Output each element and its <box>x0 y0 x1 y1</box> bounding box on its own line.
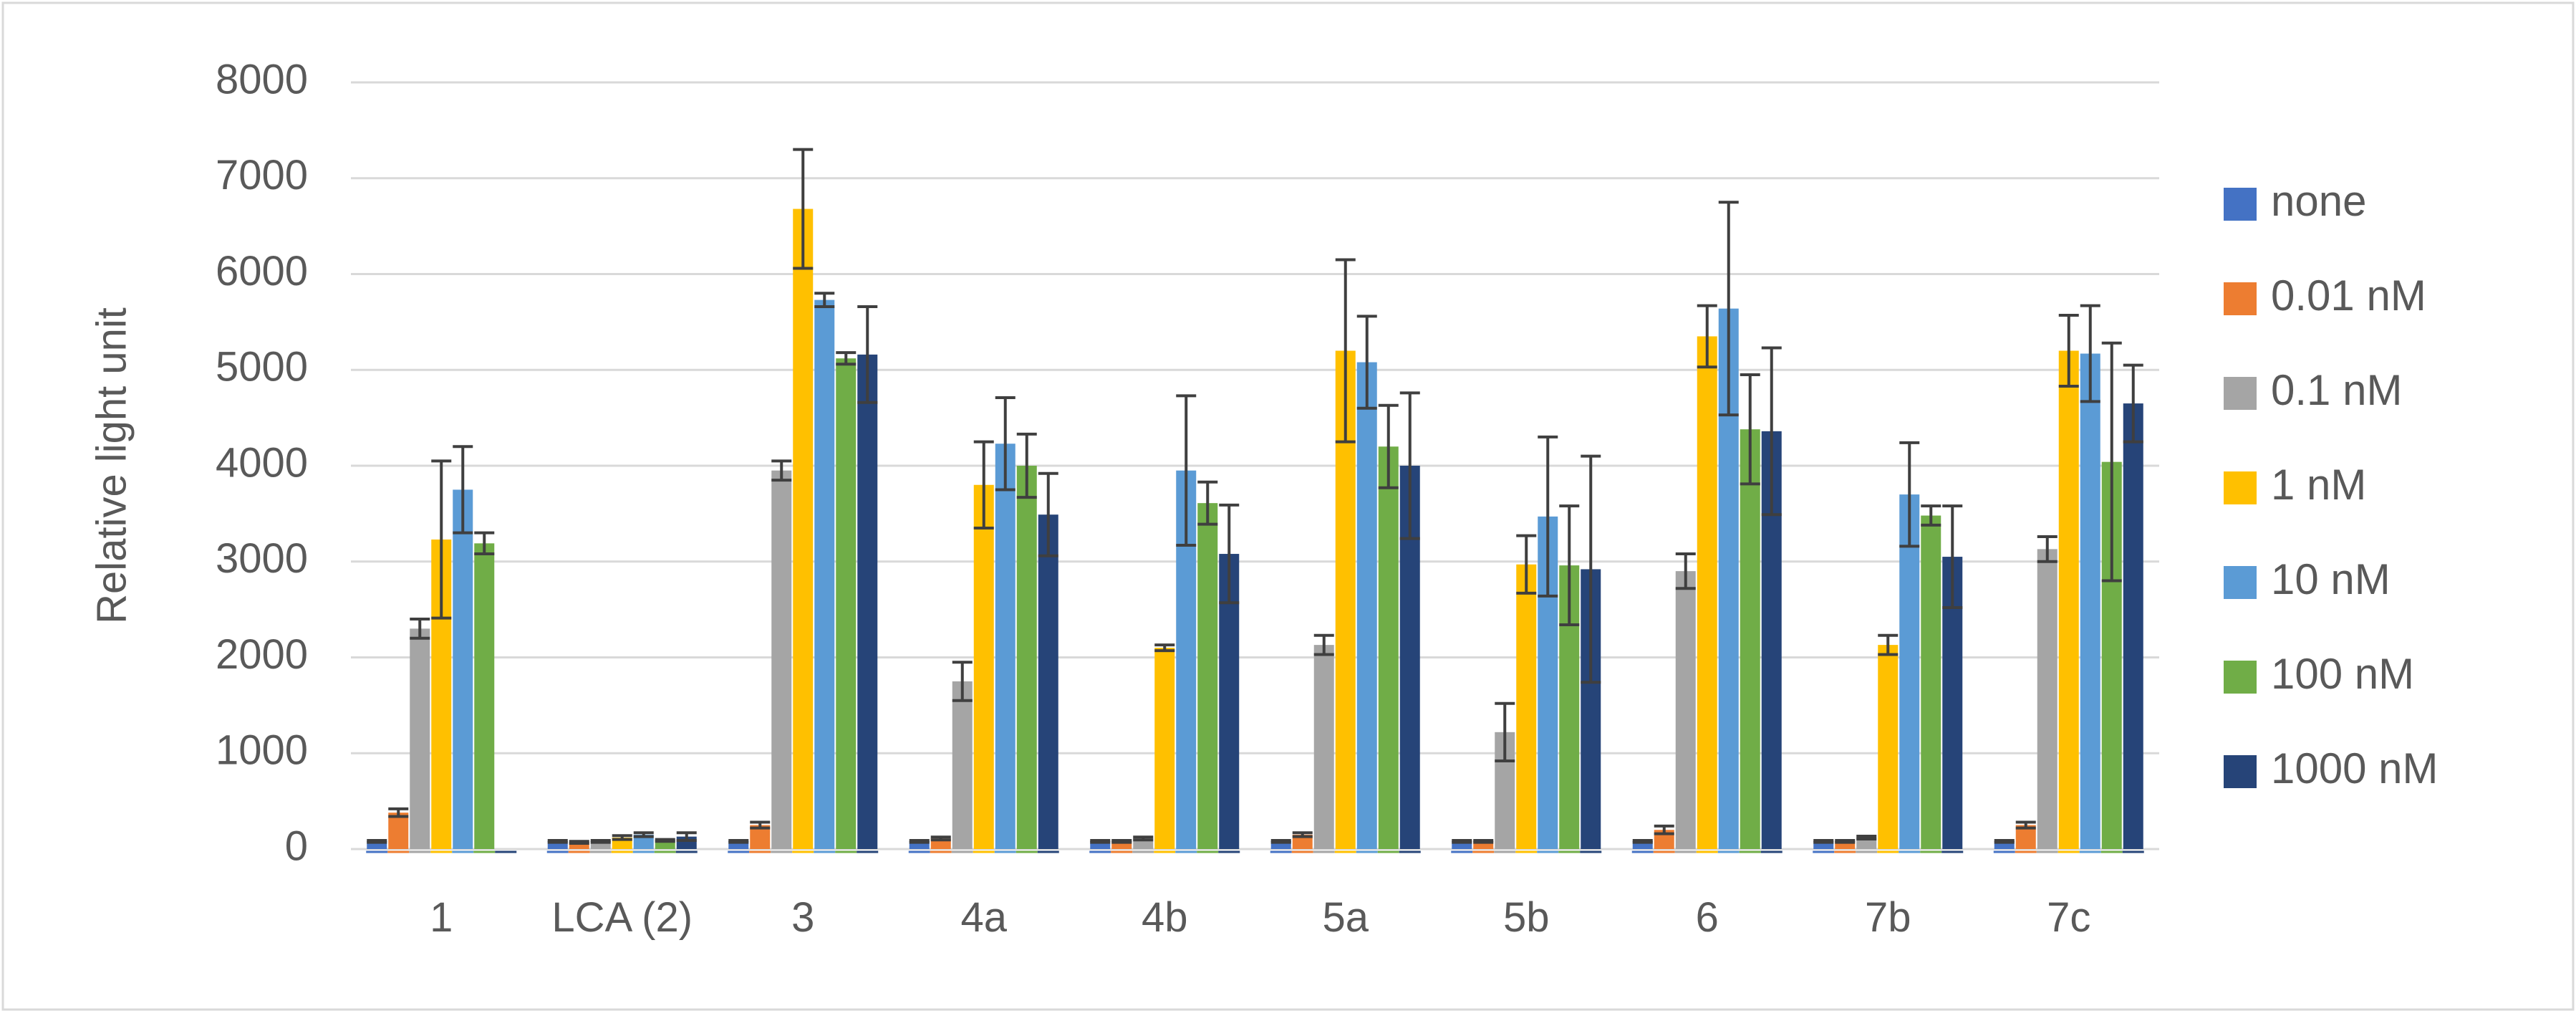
legend-swatch <box>2224 188 2257 221</box>
x-tick-label: 4a <box>960 894 1007 941</box>
bar <box>367 841 387 849</box>
bar <box>952 681 973 849</box>
y-axis-tick-labels: 0 1000 2000 3000 4000 5000 6000 7000 8000 <box>216 56 308 869</box>
bar <box>1899 494 1920 849</box>
bar <box>793 209 814 849</box>
y-tick-label: 3000 <box>216 535 308 582</box>
y-tick-label: 7000 <box>216 152 308 198</box>
legend-swatch <box>2224 755 2257 788</box>
bar <box>410 628 430 849</box>
bar <box>1632 841 1653 849</box>
legend-label: 0.1 nM <box>2271 366 2402 414</box>
error-bars <box>367 148 2143 845</box>
bar <box>388 813 409 849</box>
bar <box>1856 837 1877 849</box>
x-tick-label: 7c <box>2047 894 2090 941</box>
bar <box>1452 841 1472 849</box>
legend-swatch <box>2224 282 2257 315</box>
bar <box>1697 336 1717 849</box>
bar <box>857 354 878 850</box>
bar <box>2058 350 2079 849</box>
y-tick-label: 6000 <box>216 248 308 294</box>
bar <box>1154 648 1175 849</box>
x-tick-label: 5b <box>1503 894 1550 941</box>
y-tick-label: 4000 <box>216 439 308 486</box>
x-tick-label: 3 <box>791 894 814 941</box>
legend-label: none <box>2271 177 2366 225</box>
bar <box>1090 841 1111 849</box>
bar <box>1292 834 1313 849</box>
legend-label: 10 nM <box>2271 555 2391 603</box>
bar <box>1016 466 1037 849</box>
x-axis-tick-labels: 1 LCA (2) 3 4a 4b 5a 5b 6 7b 7c <box>430 894 2090 941</box>
bar <box>728 841 749 849</box>
y-tick-label: 2000 <box>216 631 308 678</box>
bar <box>1675 571 1696 849</box>
bar <box>1516 564 1537 849</box>
legend-label: 1000 nM <box>2271 744 2438 792</box>
x-tick-label: 4b <box>1142 894 1188 941</box>
bar <box>1473 841 1494 849</box>
bar <box>1878 645 1899 849</box>
bar <box>2080 353 2100 849</box>
bar <box>1813 841 1834 849</box>
legend-swatch <box>2224 471 2257 504</box>
bar <box>453 489 473 849</box>
bar <box>1038 514 1058 849</box>
legend-swatch <box>2224 661 2257 694</box>
bar <box>995 444 1016 849</box>
legend-swatch <box>2224 377 2257 410</box>
bar <box>814 299 835 849</box>
legend-swatch <box>2224 566 2257 599</box>
bar <box>1111 841 1132 849</box>
y-tick-label: 5000 <box>216 344 308 390</box>
y-tick-label: 8000 <box>216 56 308 102</box>
bar <box>1994 841 2015 849</box>
y-axis-label: Relative light unit <box>88 307 135 624</box>
y-tick-label: 0 <box>285 823 308 869</box>
x-tick-label: 5a <box>1322 894 1369 941</box>
x-tick-label: 6 <box>1696 894 1719 941</box>
bar <box>590 841 611 849</box>
legend: none 0.01 nM 0.1 nM 1 nM 10 nM 100 nM 1000 nM <box>2224 177 2438 792</box>
bar <box>836 358 857 849</box>
bar <box>771 470 792 849</box>
legend-label: 0.01 nM <box>2271 272 2426 320</box>
legend-label: 100 nM <box>2271 650 2414 698</box>
bar <box>2037 549 2058 849</box>
x-tick-label: 1 <box>430 894 453 941</box>
bar <box>1313 645 1334 849</box>
bar <box>909 841 930 849</box>
bar <box>569 842 589 849</box>
bar <box>547 841 568 849</box>
bar <box>1378 446 1399 849</box>
x-tick-label: 7b <box>1865 894 1911 941</box>
bar <box>973 484 994 849</box>
x-tick-label: LCA (2) <box>551 894 693 941</box>
legend-label: 1 nM <box>2271 461 2366 509</box>
bar <box>1270 841 1291 849</box>
bar <box>474 543 495 849</box>
y-tick-label: 1000 <box>216 727 308 774</box>
bar <box>2123 403 2143 849</box>
bar <box>1356 362 1377 849</box>
bar <box>1197 503 1218 849</box>
bar <box>1835 841 1856 849</box>
bar <box>1921 515 1941 849</box>
bar <box>1740 429 1760 849</box>
gridlines <box>351 81 2159 850</box>
bar <box>633 834 654 849</box>
